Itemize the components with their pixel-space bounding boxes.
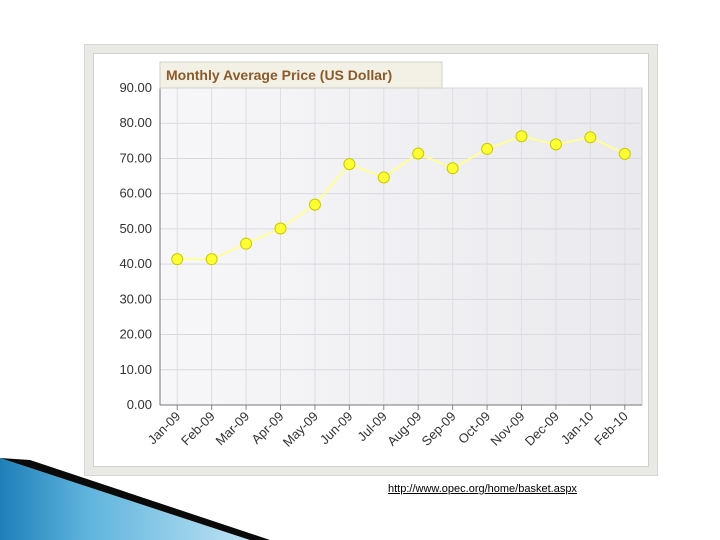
chart-frame: 0.00 10.00 20.00 30.00 40.00 50.00 60.00 70.00 8… xyxy=(84,44,658,476)
data-point[interactable] xyxy=(274,222,287,235)
data-point[interactable] xyxy=(171,253,184,266)
y-tick-label: 20.00 xyxy=(119,327,152,342)
y-tick-label: 50.00 xyxy=(119,221,152,236)
decorative-wedge xyxy=(0,458,270,540)
data-point[interactable] xyxy=(308,198,321,211)
chart-title: Monthly Average Price (US Dollar) xyxy=(166,67,392,83)
x-tick-label: Jan-09 xyxy=(145,409,184,448)
plot-area xyxy=(159,87,643,406)
data-point[interactable] xyxy=(240,237,253,250)
data-point[interactable] xyxy=(343,158,356,171)
x-tick-label: Jan-10 xyxy=(558,409,597,448)
chart-panel: 0.00 10.00 20.00 30.00 40.00 50.00 60.00 70.00 8… xyxy=(93,53,649,467)
x-tick-label: Sep-09 xyxy=(419,409,459,449)
y-tick-label: 30.00 xyxy=(119,291,152,306)
y-tick-label: 80.00 xyxy=(119,115,152,130)
x-tick-label: Jun-09 xyxy=(317,409,356,448)
y-tick-label: 10.00 xyxy=(119,362,152,377)
data-point[interactable] xyxy=(446,162,459,175)
data-point[interactable] xyxy=(515,130,528,143)
x-tick-label: Mar-09 xyxy=(212,409,252,449)
x-tick-label: May-09 xyxy=(280,409,321,450)
x-tick-label: Dec-09 xyxy=(522,409,562,449)
x-tick-label: Feb-10 xyxy=(591,409,631,449)
y-tick-label: 70.00 xyxy=(119,150,152,165)
data-point[interactable] xyxy=(481,142,494,155)
y-tick-label: 90.00 xyxy=(119,80,152,95)
data-point[interactable] xyxy=(584,131,597,144)
y-tick-label: 0.00 xyxy=(127,397,152,412)
data-point[interactable] xyxy=(205,253,218,266)
y-tick-label: 40.00 xyxy=(119,256,152,271)
x-tick-label: Aug-09 xyxy=(384,409,424,449)
data-point[interactable] xyxy=(412,147,425,160)
data-point[interactable] xyxy=(549,138,562,151)
chart-svg: 0.00 10.00 20.00 30.00 40.00 50.00 60.00 70.00 8… xyxy=(119,61,643,450)
x-tick-label: Nov-09 xyxy=(487,409,527,449)
chart-title-tab: Monthly Average Price (US Dollar) xyxy=(159,61,443,89)
source-link[interactable]: http://www.opec.org/home/basket.aspx xyxy=(388,483,577,495)
x-tick-label: Oct-09 xyxy=(455,409,493,447)
x-tick-label: Feb-09 xyxy=(178,409,218,449)
y-tick-label: 60.00 xyxy=(119,186,152,201)
data-point[interactable] xyxy=(377,171,390,184)
data-point[interactable] xyxy=(618,147,631,160)
